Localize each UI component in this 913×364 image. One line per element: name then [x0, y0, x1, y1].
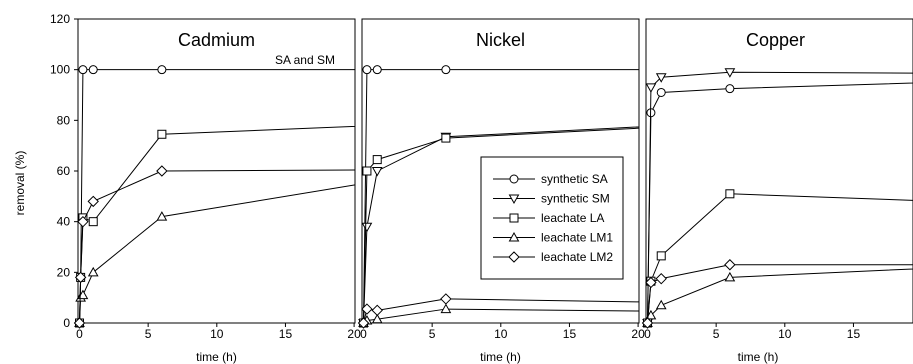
- series-line-cadmium-leachate-lm2: [79, 169, 355, 324]
- data-point-nickel-synthetic-sa: [372, 65, 382, 75]
- x-tick-label-cadmium: 15: [279, 327, 293, 341]
- x-tick-label-nickel: 5: [429, 327, 436, 341]
- data-point-cadmium-synthetic-sa: [157, 65, 167, 75]
- data-point-nickel-leachate-la: [372, 155, 382, 165]
- data-point-nickel-leachate-la: [441, 133, 451, 143]
- data-point-nickel-leachate-lm1: [440, 303, 452, 314]
- series-line-copper-leachate-lm2: [647, 264, 913, 324]
- data-point-cadmium-leachate-lm2: [77, 215, 89, 228]
- y-tick-label: 120: [50, 12, 70, 26]
- data-point-nickel-leachate-lm2: [371, 304, 383, 317]
- x-tick-label-copper: 5: [713, 327, 720, 341]
- data-point-copper-leachate-lm2: [655, 272, 667, 285]
- data-point-nickel-synthetic-sm: [371, 167, 383, 177]
- series-line-copper-leachate-la: [647, 193, 913, 324]
- legend-label-synthetic-sa: synthetic SA: [541, 172, 608, 186]
- x-tick-label-cadmium: 10: [210, 327, 224, 341]
- x-axis-title-cadmium: time (h): [196, 350, 237, 364]
- x-tick-label-nickel: 10: [494, 327, 508, 341]
- data-point-copper-synthetic-sa: [725, 84, 735, 94]
- panel-nickel: 0 5 10 15 20 time (h) Nickel: [357, 18, 645, 364]
- y-tick-label: 80: [57, 113, 71, 127]
- data-point-copper-synthetic-sm: [655, 73, 667, 83]
- plot-frame-copper: [645, 18, 913, 324]
- legend-marker-synthetic-sm: [508, 194, 520, 205]
- data-point-nickel-leachate-lm2: [440, 293, 452, 305]
- data-point-nickel-leachate-lm2: [361, 303, 373, 315]
- legend-label-leachate-lm1: leachate LM1: [541, 231, 613, 245]
- data-point-copper-leachate-la: [656, 251, 666, 261]
- y-axis-title: removal (%): [13, 151, 27, 216]
- data-point-cadmium-leachate-lm2: [87, 195, 99, 208]
- series-group-nickel: [357, 65, 639, 329]
- series-line-cadmium-leachate-la: [79, 125, 355, 324]
- y-tick-label: 100: [50, 63, 70, 77]
- x-tick-label-cadmium: 0: [76, 327, 83, 341]
- data-point-copper-synthetic-sm: [724, 68, 736, 78]
- y-tick-label: 40: [57, 215, 71, 229]
- legend-label-leachate-la: leachate LA: [541, 211, 604, 225]
- data-point-nickel-leachate-la: [362, 166, 372, 176]
- x-tick-label-nickel: 15: [563, 327, 577, 341]
- x-tick-label-copper: 0: [644, 327, 651, 341]
- annotation-sa-and-sm: SA and SM: [275, 53, 335, 67]
- series-line-cadmium-synthetic-sa: [79, 69, 355, 324]
- data-point-cadmium-leachate-lm2: [74, 271, 87, 284]
- data-point-cadmium-leachate-lm1: [156, 211, 168, 221]
- data-point-nickel-synthetic-sm: [361, 222, 373, 233]
- series-group-copper: [641, 68, 913, 329]
- data-point-cadmium-leachate-lm2: [73, 317, 86, 329]
- x-axis-title-copper: time (h): [738, 350, 779, 364]
- data-point-copper-leachate-lm2: [645, 276, 657, 289]
- data-point-nickel-synthetic-sa: [441, 65, 451, 75]
- data-point-copper-leachate-lm1: [724, 271, 736, 282]
- chart-legend: synthetic SA synthetic SM leachate LA leach…: [480, 156, 624, 280]
- data-point-cadmium-leachate-la: [157, 129, 167, 139]
- legend-marker-leachate-la: [509, 213, 519, 223]
- y-tick-label: 60: [57, 164, 71, 178]
- panel-title-cadmium: Cadmium: [178, 30, 255, 50]
- legend-label-synthetic-sm: synthetic SM: [541, 192, 610, 206]
- legend-marker-leachate-lm1: [508, 231, 520, 242]
- panel-cadmium: 0 5 10 15 20 0 20 40 60 80 100 120 time (h) Cadmium SA…: [50, 12, 361, 364]
- data-point-copper-leachate-lm2: [641, 317, 654, 329]
- data-point-nickel-synthetic-sa: [362, 65, 372, 75]
- x-tick-label-cadmium: 5: [145, 327, 152, 341]
- data-point-nickel-leachate-lm1: [371, 313, 383, 324]
- x-tick-label-cadmium: 20: [347, 327, 361, 341]
- data-point-copper-synthetic-sa: [656, 87, 666, 97]
- data-point-copper-leachate-lm2: [724, 259, 736, 271]
- data-point-copper-synthetic-sm: [645, 83, 657, 93]
- data-point-cadmium-synthetic-sa: [88, 65, 98, 75]
- data-point-copper-leachate-lm1: [655, 299, 667, 310]
- legend-marker-leachate-lm2: [508, 251, 520, 263]
- legend-marker-synthetic-sa: [509, 174, 519, 184]
- data-point-cadmium-leachate-lm1: [87, 266, 99, 277]
- panel-title-copper: Copper: [746, 30, 805, 50]
- series-line-copper-synthetic-sm: [647, 71, 913, 324]
- legend-label-leachate-lm2: leachate LM2: [541, 250, 613, 264]
- panel-title-nickel: Nickel: [476, 30, 525, 50]
- y-tick-label: 0: [63, 316, 70, 330]
- data-point-cadmium-synthetic-sa: [78, 65, 88, 75]
- data-point-nickel-leachate-lm2: [357, 317, 370, 329]
- series-line-copper-leachate-lm1: [647, 268, 913, 324]
- series-line-copper-synthetic-sa: [647, 82, 913, 324]
- x-tick-label-nickel: 20: [631, 327, 645, 341]
- data-point-copper-leachate-la: [725, 189, 735, 199]
- x-axis-title-nickel: time (h): [480, 350, 521, 364]
- series-group-cadmium: [73, 65, 355, 329]
- data-point-cadmium-leachate-la: [88, 217, 98, 227]
- x-tick-label-nickel: 0: [360, 327, 367, 341]
- x-tick-label-copper: 15: [847, 327, 861, 341]
- y-tick-label: 20: [57, 265, 71, 279]
- x-tick-label-copper: 10: [778, 327, 792, 341]
- data-point-cadmium-leachate-lm2: [156, 165, 168, 177]
- series-line-cadmium-leachate-lm1: [79, 184, 355, 324]
